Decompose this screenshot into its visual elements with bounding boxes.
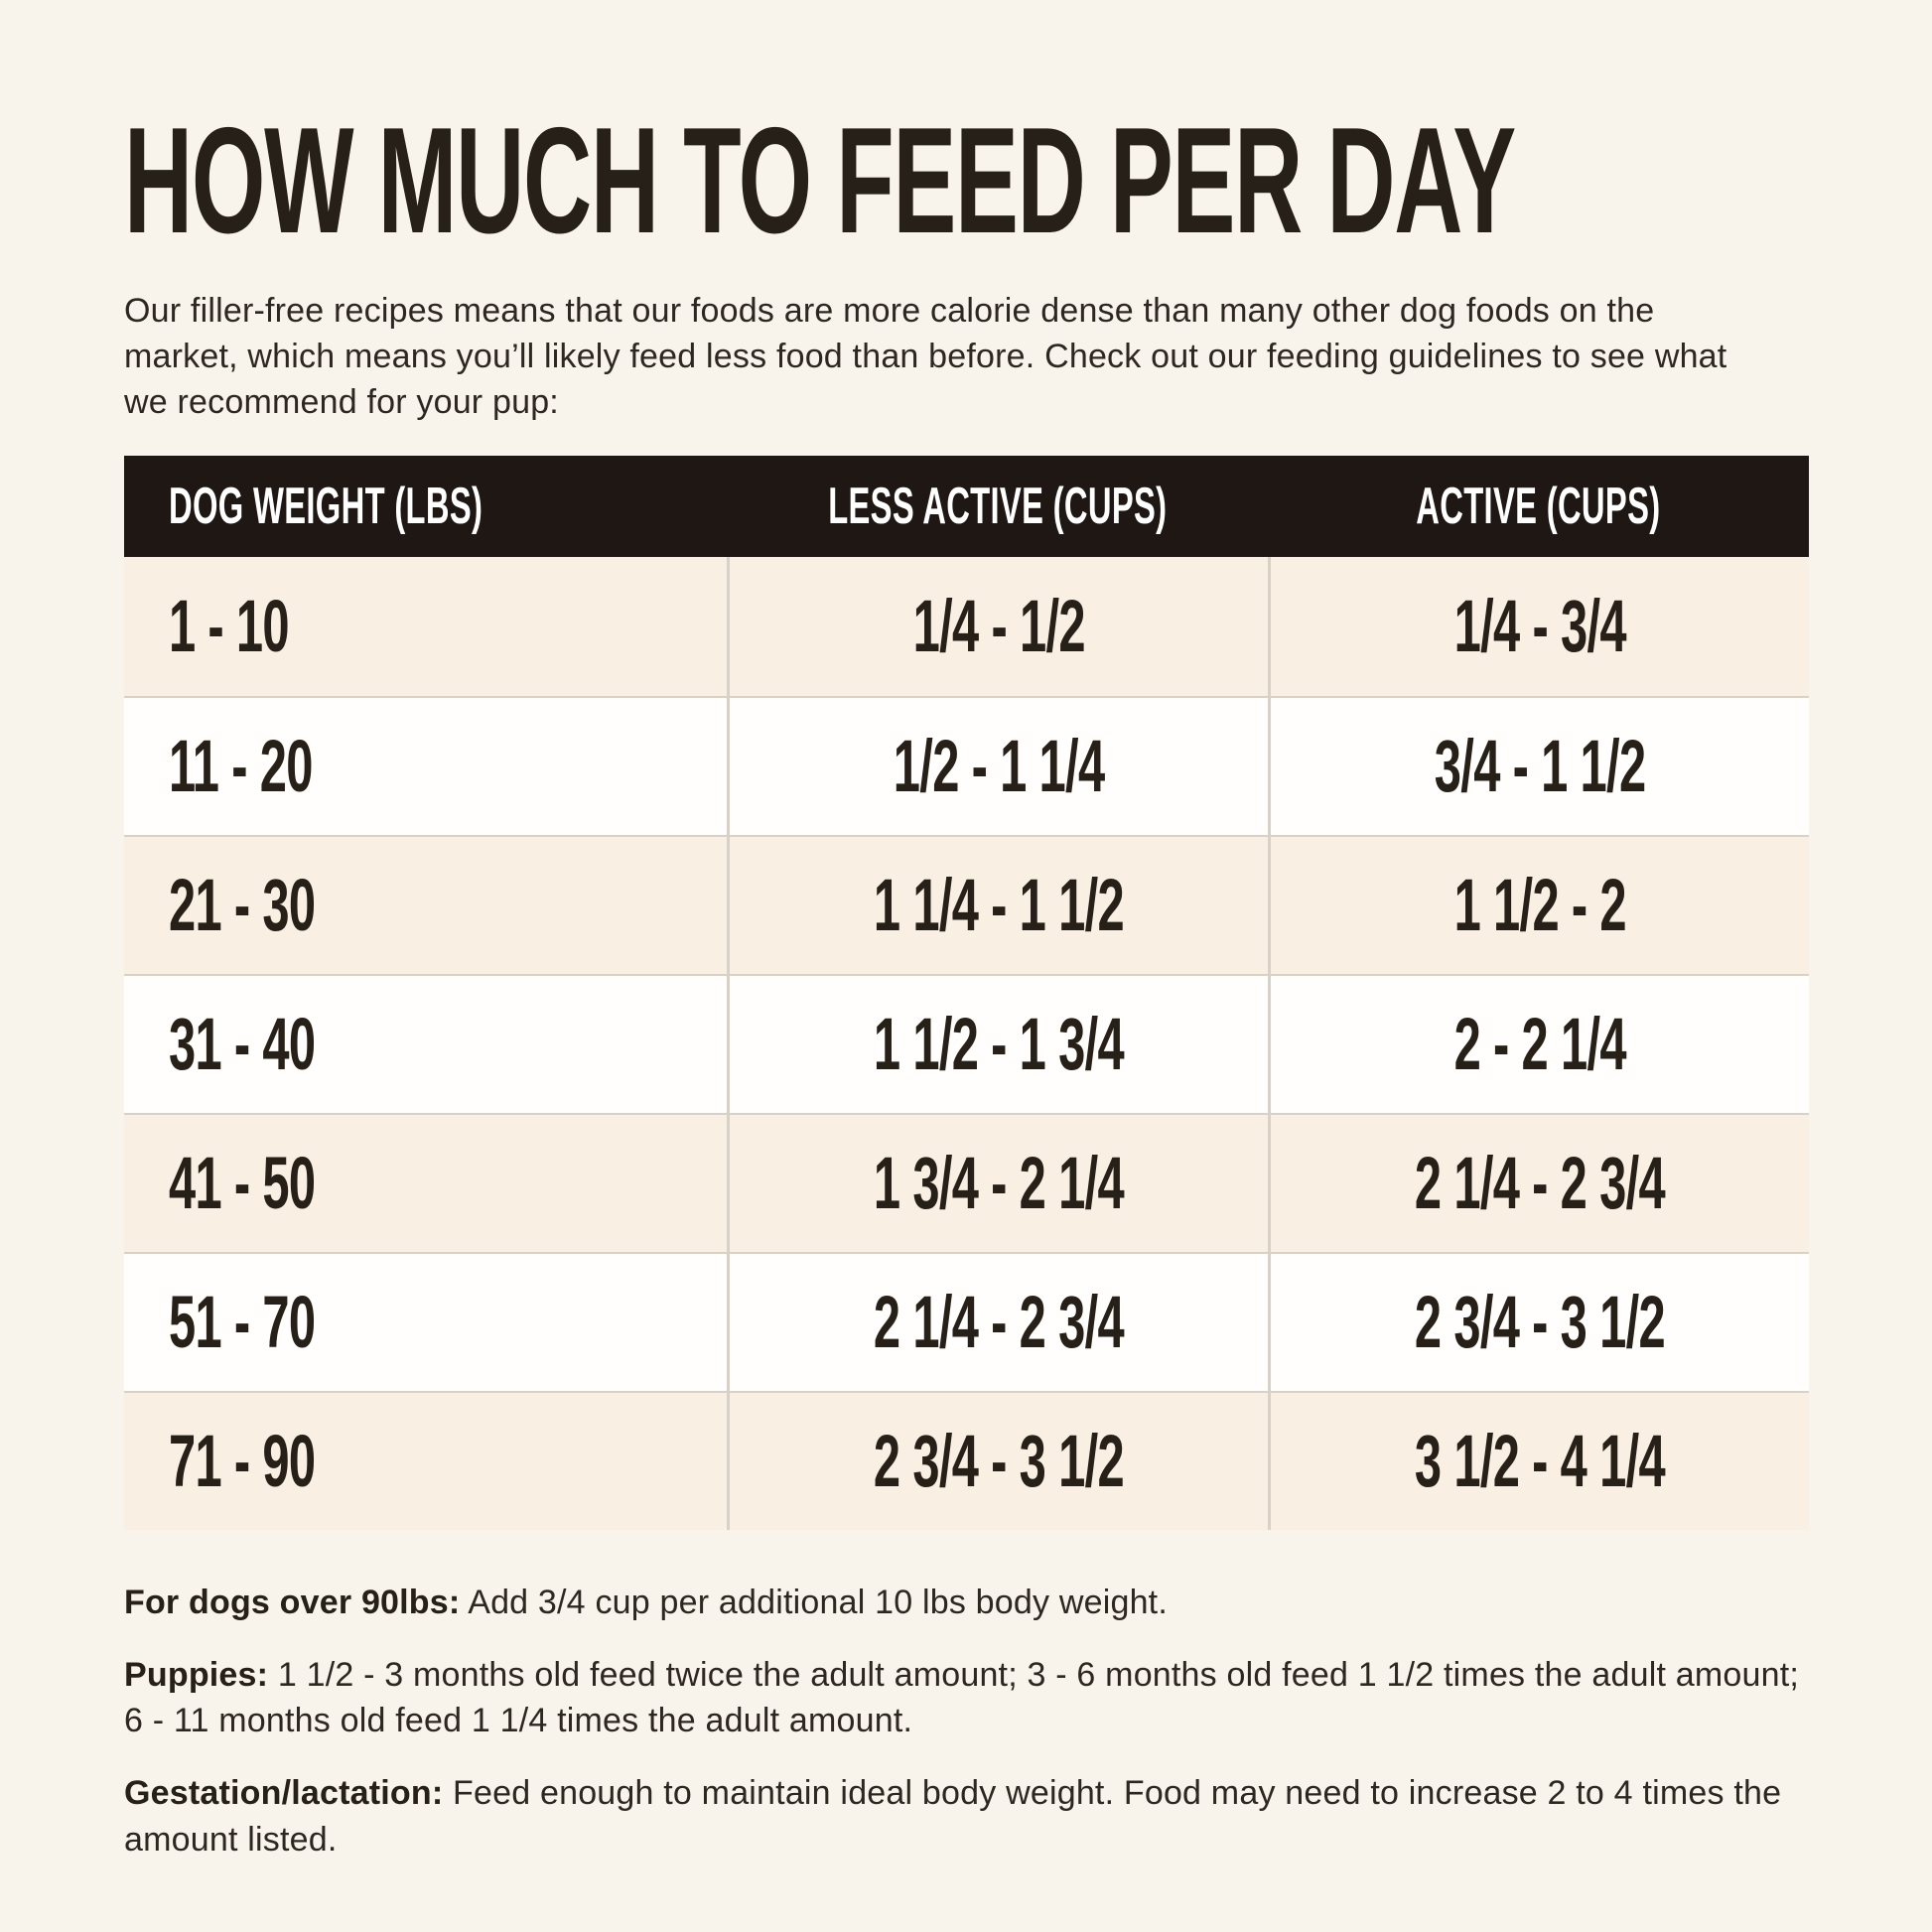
- cell-weight: 21 - 30: [169, 864, 316, 947]
- note-over-90lbs: For dogs over 90lbs: Add 3/4 cup per add…: [124, 1580, 1808, 1625]
- cell-active: 1/4 - 3/4: [1268, 556, 1809, 696]
- table-row: 31 - 40 1 1/2 - 1 3/4 2 - 2 1/4: [124, 973, 1809, 1113]
- note-over-90lbs-text: Add 3/4 cup per additional 10 lbs body w…: [468, 1583, 1168, 1621]
- cell-less-active: 1 3/4 - 2 1/4: [727, 1114, 1268, 1252]
- cell-less-active: 2 3/4 - 3 1/2: [727, 1392, 1268, 1530]
- cell-weight: 51 - 70: [169, 1281, 316, 1364]
- cell-weight: 41 - 50: [169, 1142, 316, 1225]
- cell-less-active: 1/2 - 1 1/4: [727, 697, 1268, 835]
- header-active-label: ACTIVE (CUPS): [1416, 477, 1661, 535]
- table-row: 11 - 20 1/2 - 1 1/4 3/4 - 1 1/2: [124, 695, 1809, 835]
- cell-active: 3/4 - 1 1/2: [1268, 697, 1809, 835]
- cell-active: 2 - 2 1/4: [1268, 975, 1809, 1113]
- page-title-text: HOW MUCH TO FEED PER DAY: [124, 96, 1516, 265]
- table-row: 21 - 30 1 1/4 - 1 1/2 1 1/2 - 2: [124, 834, 1809, 974]
- cell-less-active: 1 1/4 - 1 1/2: [727, 836, 1268, 974]
- cell-less-active: 1/4 - 1/2: [727, 556, 1268, 696]
- cell-weight: 1 - 10: [169, 585, 290, 668]
- footnotes: For dogs over 90lbs: Add 3/4 cup per add…: [124, 1580, 1808, 1863]
- note-puppies: Puppies: 1 1/2 - 3 months old feed twice…: [124, 1652, 1808, 1743]
- table-row: 1 - 10 1/4 - 1/2 1/4 - 3/4: [124, 556, 1809, 696]
- cell-active: 2 1/4 - 2 3/4: [1268, 1114, 1809, 1252]
- cell-less-active: 1 1/2 - 1 3/4: [727, 975, 1268, 1113]
- cell-weight: 71 - 90: [169, 1420, 316, 1503]
- cell-less-active: 2 1/4 - 2 3/4: [727, 1253, 1268, 1391]
- feeding-table: DOG WEIGHT (LBS) LESS ACTIVE (CUPS) ACTI…: [124, 455, 1809, 1530]
- header-dog-weight-label: DOG WEIGHT (LBS): [169, 477, 483, 535]
- note-gestation-label: Gestation/lactation:: [124, 1774, 444, 1813]
- table-header-row: DOG WEIGHT (LBS) LESS ACTIVE (CUPS) ACTI…: [124, 455, 1809, 557]
- cell-active: 2 3/4 - 3 1/2: [1268, 1253, 1809, 1391]
- note-gestation: Gestation/lactation: Feed enough to main…: [124, 1770, 1808, 1862]
- intro-paragraph: Our filler-free recipes means that our f…: [124, 292, 1727, 422]
- header-active: ACTIVE (CUPS): [1268, 456, 1809, 557]
- cell-weight: 11 - 20: [169, 725, 313, 808]
- cell-active: 3 1/2 - 4 1/4: [1268, 1392, 1809, 1530]
- note-puppies-label: Puppies:: [124, 1655, 269, 1694]
- cell-weight: 31 - 40: [169, 1003, 316, 1086]
- table-row: 71 - 90 2 3/4 - 3 1/2 3 1/2 - 4 1/4: [124, 1390, 1809, 1530]
- note-puppies-text: 1 1/2 - 3 months old feed twice the adul…: [124, 1655, 1800, 1740]
- header-less-active-label: LESS ACTIVE (CUPS): [827, 477, 1168, 535]
- header-dog-weight: DOG WEIGHT (LBS): [124, 456, 727, 557]
- table-row: 51 - 70 2 1/4 - 2 3/4 2 3/4 - 3 1/2: [124, 1251, 1809, 1391]
- header-less-active: LESS ACTIVE (CUPS): [727, 456, 1268, 557]
- cell-active: 1 1/2 - 2: [1268, 836, 1809, 974]
- page-title: HOW MUCH TO FEED PER DAY: [124, 105, 1808, 256]
- table-row: 41 - 50 1 3/4 - 2 1/4 2 1/4 - 2 3/4: [124, 1112, 1809, 1252]
- note-gestation-text: Feed enough to maintain ideal body weigh…: [124, 1774, 1782, 1859]
- note-over-90lbs-label: For dogs over 90lbs:: [124, 1583, 461, 1621]
